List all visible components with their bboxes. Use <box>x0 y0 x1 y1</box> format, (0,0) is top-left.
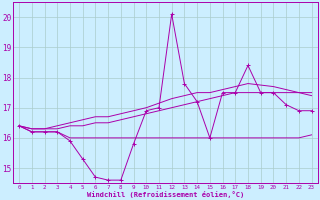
X-axis label: Windchill (Refroidissement éolien,°C): Windchill (Refroidissement éolien,°C) <box>87 191 244 198</box>
